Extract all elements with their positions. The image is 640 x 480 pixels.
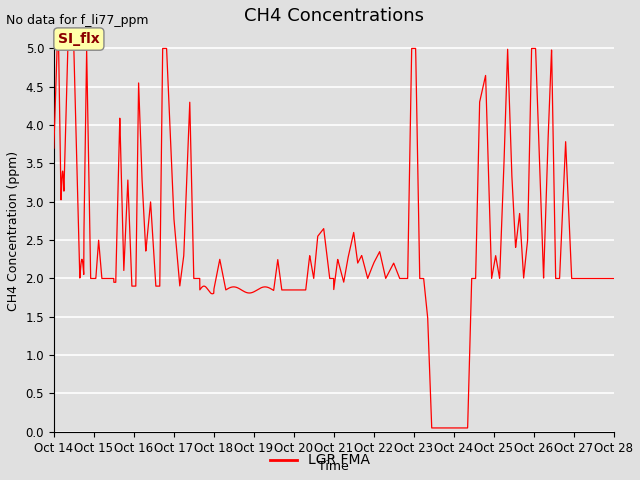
Legend: LGR FMA: LGR FMA — [264, 448, 376, 473]
Y-axis label: CH4 Concentration (ppm): CH4 Concentration (ppm) — [7, 150, 20, 311]
X-axis label: Time: Time — [318, 460, 349, 473]
Text: SI_flx: SI_flx — [58, 32, 100, 46]
Title: CH4 Concentrations: CH4 Concentrations — [244, 7, 424, 25]
Text: No data for f_li77_ppm: No data for f_li77_ppm — [6, 14, 149, 27]
